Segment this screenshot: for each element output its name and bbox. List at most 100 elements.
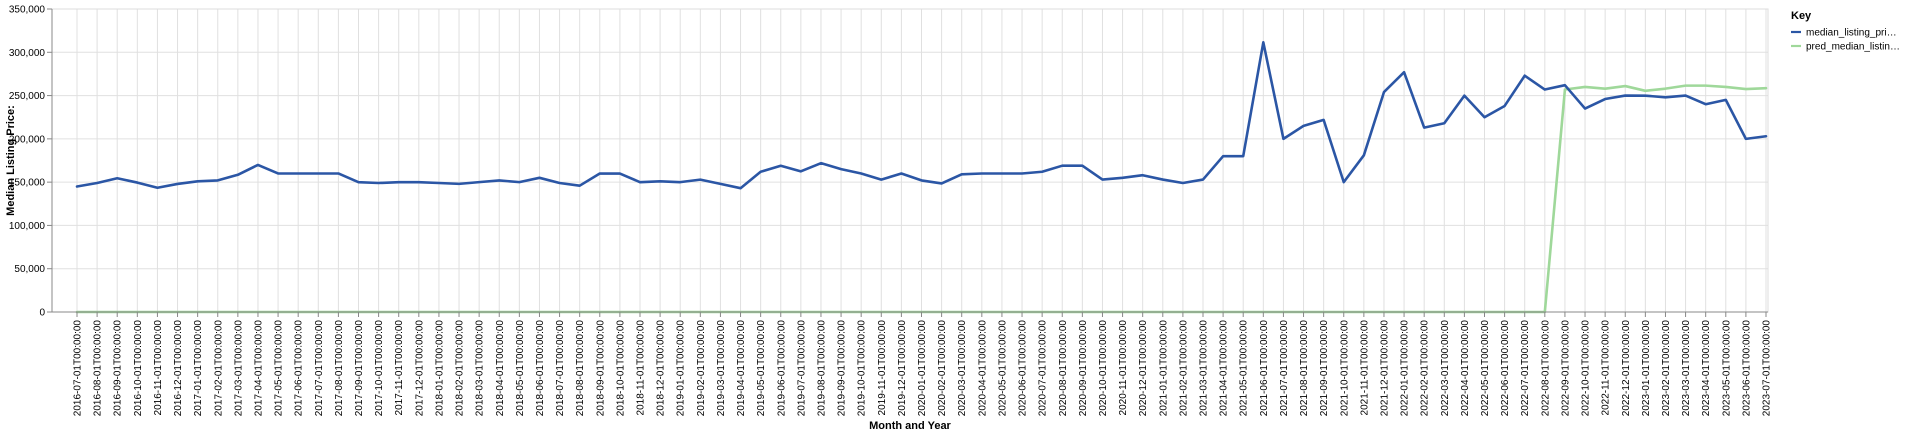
axes: 0 50,000 100,000 150,000 200,000 250,000 300,0… bbox=[9, 5, 1773, 417]
x-tick-label: 2021-10-01T00:00:00 bbox=[1339, 320, 1350, 417]
x-tick-label: 2020-06-01T00:00:00 bbox=[1018, 320, 1029, 417]
x-tick-label: 2022-06-01T00:00:00 bbox=[1500, 320, 1511, 417]
x-tick-label: 2018-08-01T00:00:00 bbox=[575, 320, 586, 417]
y-tick-label: 0 bbox=[39, 308, 45, 319]
x-tick-label: 2018-07-01T00:00:00 bbox=[555, 320, 566, 417]
legend-label: pred_median_listin… bbox=[1806, 42, 1900, 53]
y-tick-label: 100,000 bbox=[9, 221, 46, 232]
x-tick-label: 2019-11-01T00:00:00 bbox=[877, 320, 888, 416]
x-tick-label: 2022-02-01T00:00:00 bbox=[1420, 320, 1431, 417]
x-axis-title: Month and Year bbox=[869, 420, 951, 432]
x-tick-label: 2017-01-01T00:00:00 bbox=[193, 320, 204, 417]
x-tick-label: 2017-06-01T00:00:00 bbox=[294, 320, 305, 417]
x-tick-label: 2019-02-01T00:00:00 bbox=[696, 320, 707, 417]
x-tick-label: 2017-09-01T00:00:00 bbox=[354, 320, 365, 417]
x-tick-label: 2020-12-01T00:00:00 bbox=[1138, 320, 1149, 417]
x-tick-label: 2017-04-01T00:00:00 bbox=[253, 320, 264, 417]
x-tick-label: 2018-05-01T00:00:00 bbox=[515, 320, 526, 417]
x-tick-label: 2017-12-01T00:00:00 bbox=[414, 320, 425, 417]
y-tick-label: 300,000 bbox=[9, 48, 46, 59]
x-tick-label: 2017-10-01T00:00:00 bbox=[374, 320, 385, 417]
x-tick-label: 2021-12-01T00:00:00 bbox=[1379, 320, 1390, 417]
x-tick-label: 2021-08-01T00:00:00 bbox=[1299, 320, 1310, 417]
x-tick-label: 2018-10-01T00:00:00 bbox=[615, 320, 626, 417]
x-tick-label: 2021-07-01T00:00:00 bbox=[1279, 320, 1290, 417]
x-tick-label: 2016-07-01T00:00:00 bbox=[73, 320, 84, 417]
x-tick-label: 2017-07-01T00:00:00 bbox=[314, 320, 325, 417]
x-tick-label: 2020-04-01T00:00:00 bbox=[977, 320, 988, 417]
x-tick-label: 2022-05-01T00:00:00 bbox=[1480, 320, 1491, 417]
x-tick-label: 2017-03-01T00:00:00 bbox=[233, 320, 244, 417]
y-axis-title: Median Listing Price: bbox=[5, 105, 17, 216]
x-tick-label: 2021-05-01T00:00:00 bbox=[1239, 320, 1250, 417]
x-tick-label: 2020-05-01T00:00:00 bbox=[997, 320, 1008, 417]
legend-label: median_listing_pri… bbox=[1806, 28, 1897, 39]
x-tick-label: 2021-02-01T00:00:00 bbox=[1178, 320, 1189, 417]
x-tick-label: 2018-06-01T00:00:00 bbox=[535, 320, 546, 417]
x-tick-label: 2018-01-01T00:00:00 bbox=[434, 320, 445, 417]
x-tick-label: 2020-07-01T00:00:00 bbox=[1038, 320, 1049, 417]
y-tick-label: 200,000 bbox=[9, 134, 46, 145]
x-tick-label: 2022-09-01T00:00:00 bbox=[1560, 320, 1571, 417]
x-tick-label: 2019-10-01T00:00:00 bbox=[857, 320, 868, 417]
x-tick-label: 2021-03-01T00:00:00 bbox=[1199, 320, 1210, 417]
x-tick-label: 2019-04-01T00:00:00 bbox=[736, 320, 747, 417]
x-tick-label: 2022-12-01T00:00:00 bbox=[1621, 320, 1632, 417]
x-tick-label: 2020-03-01T00:00:00 bbox=[957, 320, 968, 417]
y-tick-label: 250,000 bbox=[9, 91, 46, 102]
x-tick-label: 2021-06-01T00:00:00 bbox=[1259, 320, 1270, 417]
x-tick-label: 2018-12-01T00:00:00 bbox=[656, 320, 667, 417]
x-tick-label: 2020-08-01T00:00:00 bbox=[1058, 320, 1069, 417]
x-tick-label: 2018-09-01T00:00:00 bbox=[595, 320, 606, 417]
x-tick-label: 2016-09-01T00:00:00 bbox=[113, 320, 124, 417]
x-tick-label: 2018-04-01T00:00:00 bbox=[495, 320, 506, 417]
x-tick-label: 2020-09-01T00:00:00 bbox=[1078, 320, 1089, 417]
x-tick-label: 2018-03-01T00:00:00 bbox=[475, 320, 486, 417]
x-tick-label: 2021-04-01T00:00:00 bbox=[1219, 320, 1230, 417]
x-tick-label: 2017-11-01T00:00:00 bbox=[394, 320, 405, 416]
x-tick-label: 2017-02-01T00:00:00 bbox=[213, 320, 224, 417]
x-tick-label: 2019-08-01T00:00:00 bbox=[816, 320, 827, 417]
legend-title: Key bbox=[1791, 10, 1812, 22]
x-tick-label: 2022-10-01T00:00:00 bbox=[1581, 320, 1592, 417]
x-tick-label: 2023-01-01T00:00:00 bbox=[1641, 320, 1652, 417]
x-tick-label: 2019-03-01T00:00:00 bbox=[716, 320, 727, 417]
x-tick-label: 2022-08-01T00:00:00 bbox=[1540, 320, 1551, 417]
x-tick-label: 2016-12-01T00:00:00 bbox=[173, 320, 184, 417]
x-tick-label: 2016-10-01T00:00:00 bbox=[133, 320, 144, 417]
x-tick-label: 2023-05-01T00:00:00 bbox=[1721, 320, 1732, 417]
x-tick-label: 2020-02-01T00:00:00 bbox=[937, 320, 948, 417]
x-tick-label: 2022-04-01T00:00:00 bbox=[1460, 320, 1471, 417]
x-tick-label: 2019-01-01T00:00:00 bbox=[676, 320, 687, 417]
x-tick-label: 2023-03-01T00:00:00 bbox=[1681, 320, 1692, 417]
x-tick-label: 2016-08-01T00:00:00 bbox=[93, 320, 104, 417]
x-tick-label: 2019-06-01T00:00:00 bbox=[776, 320, 787, 417]
gridlines bbox=[51, 8, 1769, 313]
x-tick-label: 2019-09-01T00:00:00 bbox=[837, 320, 848, 417]
x-tick-label: 2023-06-01T00:00:00 bbox=[1741, 320, 1752, 417]
x-tick-label: 2020-10-01T00:00:00 bbox=[1098, 320, 1109, 417]
x-tick-label: 2022-01-01T00:00:00 bbox=[1400, 320, 1411, 417]
x-tick-label: 2023-02-01T00:00:00 bbox=[1661, 320, 1672, 417]
plot-frame bbox=[51, 8, 1769, 313]
x-tick-label: 2019-12-01T00:00:00 bbox=[897, 320, 908, 417]
x-tick-label: 2018-02-01T00:00:00 bbox=[455, 320, 466, 417]
series-line-median-listing-pri bbox=[75, 41, 1768, 190]
x-tick-label: 2016-11-01T00:00:00 bbox=[153, 320, 164, 416]
x-tick-label: 2018-11-01T00:00:00 bbox=[636, 320, 647, 416]
x-tick-label: 2017-05-01T00:00:00 bbox=[274, 320, 285, 417]
x-tick-label: 2019-07-01T00:00:00 bbox=[796, 320, 807, 417]
x-tick-label: 2020-11-01T00:00:00 bbox=[1118, 320, 1129, 416]
x-tick-label: 2021-09-01T00:00:00 bbox=[1319, 320, 1330, 417]
x-tick-label: 2023-04-01T00:00:00 bbox=[1701, 320, 1712, 417]
x-tick-label: 2020-01-01T00:00:00 bbox=[917, 320, 928, 417]
x-tick-label: 2019-05-01T00:00:00 bbox=[756, 320, 767, 417]
x-tick-label: 2022-11-01T00:00:00 bbox=[1601, 320, 1612, 416]
legend: Key median_listing_pri… pred_median_listi… bbox=[1791, 10, 1900, 53]
x-tick-label: 2023-07-01T00:00:00 bbox=[1762, 320, 1773, 417]
x-tick-label: 2022-03-01T00:00:00 bbox=[1440, 320, 1451, 417]
x-tick-label: 2021-01-01T00:00:00 bbox=[1158, 320, 1169, 417]
x-tick-label: 2021-11-01T00:00:00 bbox=[1359, 320, 1370, 416]
x-tick-label: 2017-08-01T00:00:00 bbox=[334, 320, 345, 417]
